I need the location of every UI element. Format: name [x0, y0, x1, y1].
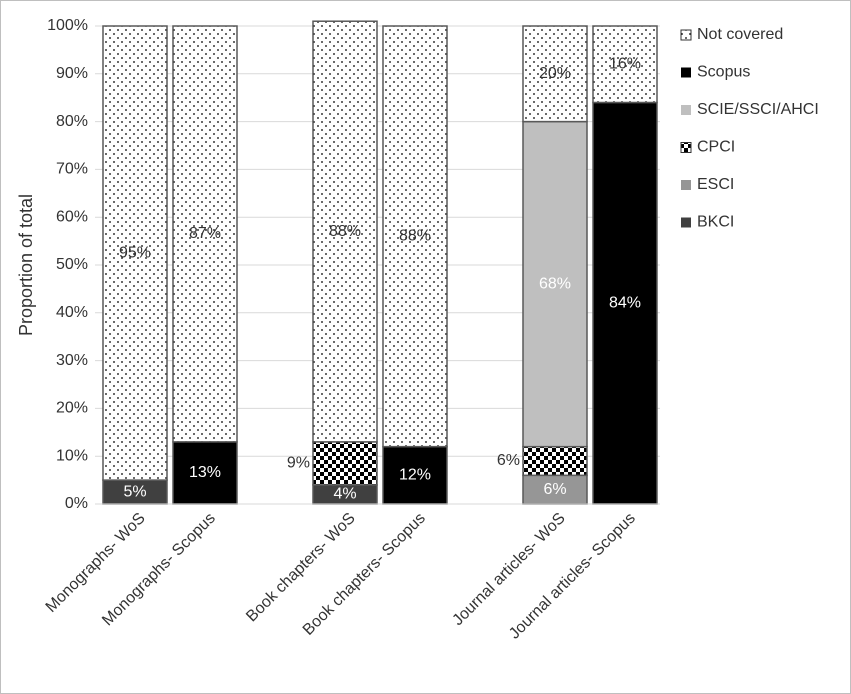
legend-swatch [681, 217, 691, 228]
y-tick-label: 10% [56, 447, 88, 464]
y-tick-label: 0% [65, 495, 88, 512]
bar-segment [592, 25, 658, 104]
bar-segment [382, 25, 448, 448]
legend-label: SCIE/SSCI/AHCI [697, 101, 819, 118]
y-tick-label: 70% [56, 161, 88, 178]
y-axis-title: Proportion of total [16, 194, 36, 336]
bar-segment [522, 25, 588, 123]
legend-swatch [681, 67, 691, 78]
legend-label: Scopus [697, 64, 750, 81]
bar-segment [172, 441, 238, 505]
legend-label: BKCI [697, 214, 734, 231]
y-tick-label: 80% [56, 113, 88, 130]
data-label: 5% [123, 483, 146, 500]
legend-swatch [680, 142, 692, 153]
data-label: 9% [287, 455, 310, 472]
data-label: 84% [609, 294, 641, 311]
data-label: 68% [539, 275, 571, 292]
y-tick-label: 100% [47, 17, 88, 34]
bar-segment [312, 441, 378, 486]
bar-segment [522, 445, 588, 477]
y-tick-label: 20% [56, 400, 88, 417]
bar-segment [102, 25, 168, 481]
legend-swatch [681, 105, 691, 115]
legend-swatch [680, 29, 692, 41]
y-tick-label: 40% [56, 304, 88, 321]
data-label: 87% [189, 225, 221, 242]
data-label: 4% [333, 486, 356, 503]
data-label: 6% [497, 452, 520, 469]
bar-segment [172, 25, 238, 443]
data-label: 6% [543, 481, 566, 498]
data-label: 13% [189, 464, 221, 481]
legend-label: ESCI [697, 176, 734, 193]
bar-segment [312, 20, 378, 443]
legend-label: CPCI [697, 139, 735, 156]
data-label: 88% [329, 223, 361, 240]
data-label: 16% [609, 55, 641, 72]
data-label: 12% [399, 467, 431, 484]
data-label: 95% [119, 244, 151, 261]
data-label: 88% [399, 228, 431, 245]
y-tick-label: 30% [56, 352, 88, 369]
y-tick-label: 90% [56, 65, 88, 82]
y-tick-label: 50% [56, 256, 88, 273]
y-tick-label: 60% [56, 208, 88, 225]
bar-segment [522, 120, 588, 448]
legend-label: Not covered [697, 26, 783, 43]
data-label: 20% [539, 65, 571, 82]
legend-swatch [681, 180, 691, 190]
